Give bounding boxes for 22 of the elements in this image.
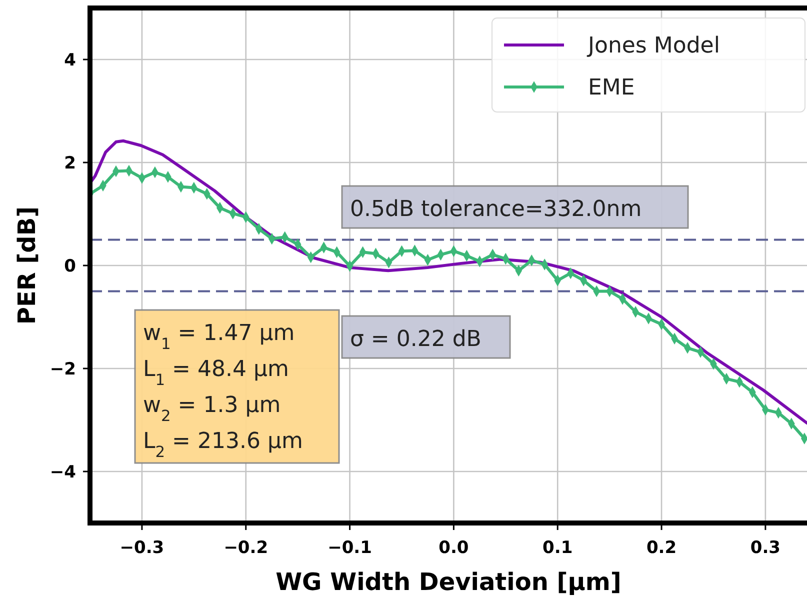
x-tick-label: −0.3 bbox=[120, 538, 164, 558]
legend-label: Jones Model bbox=[586, 34, 720, 59]
y-tick-label: 4 bbox=[64, 50, 76, 70]
annotation: σ = 0.22 dB bbox=[350, 327, 482, 352]
x-tick-label: −0.2 bbox=[224, 538, 268, 558]
x-tick-label: 0.1 bbox=[542, 538, 573, 558]
x-tick-label: 0.3 bbox=[750, 538, 780, 558]
y-tick-label: −4 bbox=[50, 462, 76, 482]
y-axis-title: PER [dB] bbox=[13, 206, 41, 325]
annotation: w$_{1}$ = 1.47 μm bbox=[143, 321, 295, 353]
x-tick-label: 0.2 bbox=[646, 538, 677, 558]
annotation: w$_{2}$ = 1.3 μm bbox=[143, 393, 281, 425]
annotation: L$_{2}$ = 213.6 μm bbox=[143, 429, 303, 461]
y-tick-label: 0 bbox=[64, 256, 76, 276]
x-axis-title: WG Width Deviation [μm] bbox=[276, 568, 622, 596]
annotation: L$_{1}$ = 48.4 μm bbox=[143, 357, 289, 389]
y-tick-label: 2 bbox=[64, 153, 76, 174]
x-tick-label: −0.1 bbox=[328, 538, 372, 558]
x-tick-label: 0.0 bbox=[438, 538, 469, 558]
legend-label: EME bbox=[588, 76, 635, 101]
y-tick-label: −2 bbox=[50, 359, 76, 380]
annotation: 0.5dB tolerance=332.0nm bbox=[350, 197, 642, 222]
